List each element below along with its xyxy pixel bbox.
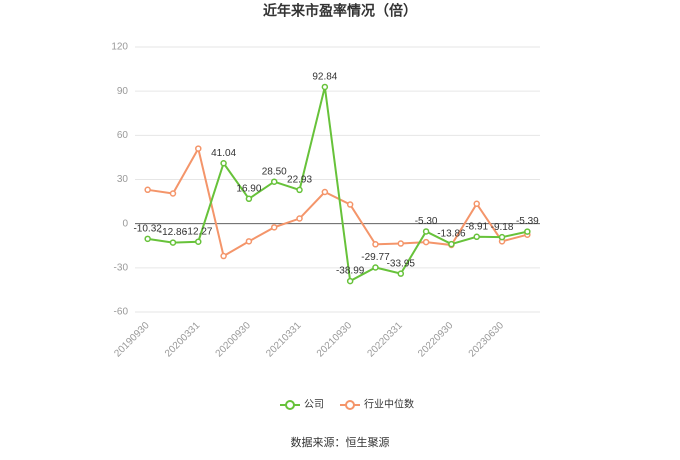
y-tick-label: -30 [114, 262, 129, 273]
value-label: 41.04 [211, 148, 236, 159]
x-tick-label: 20200331 [163, 320, 203, 360]
y-tick-label: 0 [122, 218, 128, 229]
value-label: 22.93 [287, 175, 312, 186]
y-tick-label: 90 [117, 86, 129, 97]
point [195, 145, 202, 152]
point [422, 238, 430, 246]
value-label: -12.27 [184, 226, 213, 237]
point [169, 239, 177, 246]
point [473, 233, 480, 241]
point [372, 241, 379, 248]
point [321, 188, 329, 196]
legend-marker [285, 400, 295, 410]
point [346, 201, 354, 208]
point [498, 233, 506, 241]
x-tick-label: 20210331 [264, 320, 304, 360]
x-tick-label: 20220930 [416, 320, 456, 360]
point [270, 178, 278, 185]
point [296, 215, 303, 222]
y-tick-label: 120 [111, 42, 128, 53]
value-label: -33.95 [387, 258, 416, 269]
point [448, 240, 455, 248]
x-tick-label: 20190930 [112, 320, 152, 360]
point [195, 238, 202, 245]
x-tick-label: 20230630 [467, 320, 507, 360]
value-label: 92.84 [312, 72, 337, 83]
point [346, 277, 354, 285]
legend-label: 行业中位数 [364, 398, 414, 411]
point [397, 270, 405, 277]
value-label: 16.90 [236, 183, 261, 194]
y-tick-label: 60 [117, 130, 129, 141]
value-label: -13.86 [437, 229, 466, 240]
point [245, 195, 253, 203]
point [270, 224, 278, 231]
point [169, 190, 177, 197]
series-line [147, 86, 528, 283]
point [397, 240, 405, 247]
point [473, 200, 480, 208]
value-label: -9.18 [491, 222, 514, 233]
legend-label: 公司 [304, 400, 324, 411]
point [422, 228, 430, 235]
x-tick-label: 20200930 [214, 320, 254, 360]
x-tick-label: 20210930 [315, 320, 355, 360]
value-label: -5.30 [415, 216, 438, 227]
series-line [147, 145, 528, 258]
value-label: -29.77 [361, 252, 390, 263]
point [220, 159, 227, 167]
point [245, 238, 253, 245]
point [220, 252, 227, 260]
point [144, 186, 151, 194]
source-note: 数据来源：恒生聚源 [291, 435, 390, 449]
value-label: -38.99 [336, 266, 365, 277]
point [372, 264, 379, 271]
value-label: -10.32 [133, 224, 162, 235]
x-tick-label: 20220331 [366, 320, 406, 360]
y-tick-label: 30 [117, 174, 129, 185]
value-label: -12.86 [159, 227, 188, 238]
value-label: -8.91 [465, 221, 488, 232]
chart-title: 近年来市盈率情况（倍） [263, 3, 417, 19]
point [524, 228, 531, 235]
point [296, 186, 303, 194]
value-label: 28.50 [262, 166, 287, 177]
point [321, 83, 329, 91]
legend-marker [345, 400, 355, 410]
point [144, 235, 151, 243]
y-tick-label: -60 [114, 307, 129, 318]
value-label: -5.39 [516, 216, 539, 227]
